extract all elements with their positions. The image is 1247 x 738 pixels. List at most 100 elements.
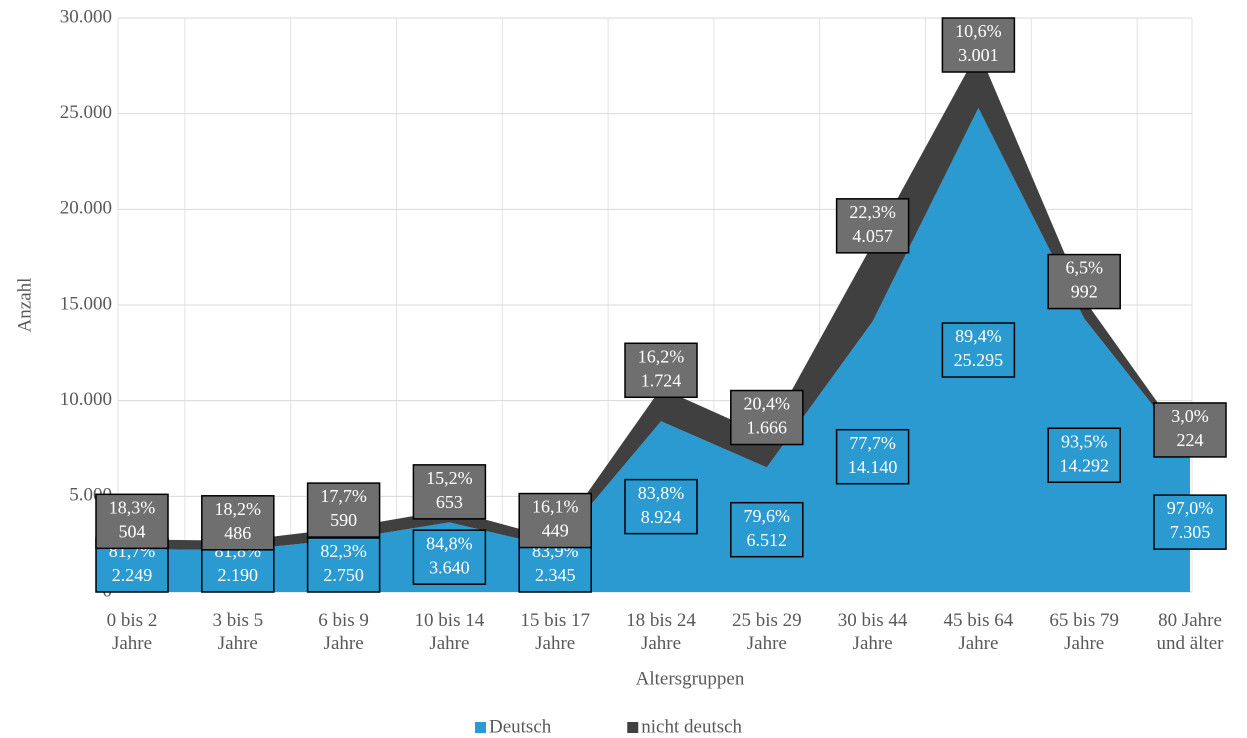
data-label-value: 14.292 — [1059, 455, 1109, 475]
data-label-share: 16,1% — [532, 497, 579, 517]
data-label-value: 653 — [436, 492, 463, 512]
data-label: 97,0% 7.305 — [1153, 494, 1227, 550]
data-label: 77,7% 14.140 — [835, 428, 910, 485]
data-label: 3,0% 224 — [1153, 402, 1227, 458]
data-label-box — [306, 537, 381, 593]
data-label-share: 18,3% — [109, 497, 156, 517]
y-tick-label: 25.000 — [60, 102, 112, 123]
data-label: 89,4% 25.295 — [941, 322, 1016, 378]
data-label-value: 504 — [119, 521, 146, 541]
y-axis-title: Anzahl — [14, 278, 35, 333]
data-label-box — [730, 389, 804, 446]
data-label-box — [835, 428, 910, 485]
data-label-value: 992 — [1071, 282, 1098, 302]
data-label-value: 486 — [224, 523, 251, 543]
data-label-share: 3,0% — [1171, 406, 1209, 426]
x-axis-title: Altersgruppen — [636, 668, 745, 689]
x-tick-label: 80 Jahre und älter — [1156, 610, 1224, 654]
data-label-box — [730, 501, 804, 558]
data-label-share: 16,2% — [638, 346, 685, 366]
data-label-value: 3.001 — [958, 45, 999, 65]
data-label: 22,3% 4.057 — [835, 198, 910, 254]
data-label-box — [835, 198, 910, 254]
data-label-share: 6,5% — [1065, 258, 1103, 278]
data-label-share: 22,3% — [849, 202, 896, 222]
data-label-box — [624, 478, 698, 535]
y-tick-label: 30.000 — [60, 6, 112, 27]
x-tick-label: 18 bis 24 Jahre — [626, 610, 696, 654]
data-label-share: 20,4% — [744, 394, 791, 414]
y-tick-label: 20.000 — [60, 198, 112, 219]
data-label-box — [306, 482, 381, 538]
x-tick-label: 65 bis 79 Jahre — [1049, 610, 1119, 654]
data-label: 20,4% 1.666 — [730, 389, 804, 446]
data-label: 84,8% 3.640 — [412, 529, 487, 585]
y-tick-label: 10.000 — [60, 389, 112, 410]
data-label-share: 84,8% — [426, 533, 473, 553]
data-label: 18,2% 486 — [201, 495, 275, 551]
data-label-box — [1153, 402, 1227, 458]
data-label-box — [201, 495, 275, 551]
area — [132, 108, 1190, 592]
data-label-value: 224 — [1177, 430, 1204, 450]
data-label-box — [518, 492, 592, 549]
data-label-box — [95, 493, 169, 550]
data-label-share: 89,4% — [955, 326, 1002, 346]
x-tick-label: 30 bis 44 Jahre — [838, 610, 908, 654]
data-label-share: 79,6% — [744, 506, 791, 526]
legend-swatch — [475, 722, 486, 733]
data-label-value: 6.512 — [747, 530, 788, 550]
data-label-value: 14.140 — [848, 457, 898, 477]
data-label-value: 1.724 — [641, 370, 682, 390]
data-label-box — [624, 342, 698, 399]
data-label-box — [412, 529, 487, 585]
legend-swatch — [627, 722, 639, 733]
x-tick-label: 25 bis 29 Jahre — [732, 610, 802, 654]
data-label: 79,6% 6.512 — [730, 501, 804, 558]
data-label-share: 15,2% — [426, 468, 473, 488]
data-label-share: 10,6% — [955, 21, 1002, 41]
data-label-share: 82,3% — [320, 541, 367, 561]
data-label-share: 77,7% — [849, 433, 896, 453]
data-label-value: 7.305 — [1170, 522, 1211, 542]
data-label: 93,5% 14.292 — [1047, 427, 1121, 484]
data-label: 16,2% 1.724 — [624, 342, 698, 399]
data-label: 16,1% 449 — [518, 492, 592, 549]
data-label-value: 2.190 — [218, 565, 259, 585]
data-label-value: 2.249 — [112, 565, 153, 585]
y-tick-label: 15.000 — [60, 293, 112, 314]
area — [132, 50, 1190, 551]
data-label-value: 8.924 — [641, 507, 682, 527]
data-label: 10,6% 3.001 — [941, 17, 1016, 73]
data-label-box — [941, 322, 1016, 378]
legend-label: Deutsch — [489, 716, 552, 737]
data-label: 17,7% 590 — [306, 482, 381, 538]
data-label-box — [941, 17, 1016, 73]
data-label-value: 449 — [542, 521, 569, 541]
data-label-share: 97,0% — [1167, 498, 1214, 518]
data-label: 83,8% 8.924 — [624, 478, 698, 535]
data-label: 6,5% 992 — [1047, 253, 1121, 310]
data-label-share: 18,2% — [215, 499, 262, 519]
data-label-box — [412, 464, 487, 520]
x-tick-label: 6 bis 9 Jahre — [318, 610, 369, 654]
data-label-value: 2.750 — [323, 565, 364, 585]
data-label-box — [1047, 427, 1121, 484]
x-tick-label: 3 bis 5 Jahre — [212, 610, 263, 654]
data-label-share: 17,7% — [320, 486, 367, 506]
data-label: 82,3% 2.750 — [306, 537, 381, 593]
legend-label: nicht deutsch — [641, 716, 742, 737]
data-label-value: 4.057 — [852, 226, 893, 246]
x-tick-label: 0 bis 2 Jahre — [107, 610, 158, 654]
data-label: 18,3% 504 — [95, 493, 169, 550]
data-label-value: 3.640 — [429, 557, 470, 577]
data-label-share: 83,8% — [638, 483, 685, 503]
data-label-value: 590 — [330, 510, 357, 530]
data-label: 15,2% 653 — [412, 464, 487, 520]
x-tick-label: 10 bis 14 Jahre — [415, 610, 485, 654]
data-label-value: 2.345 — [535, 565, 576, 585]
data-label-value: 25.295 — [954, 350, 1004, 370]
data-label-box — [1047, 253, 1121, 310]
data-label-share: 93,5% — [1061, 431, 1108, 451]
